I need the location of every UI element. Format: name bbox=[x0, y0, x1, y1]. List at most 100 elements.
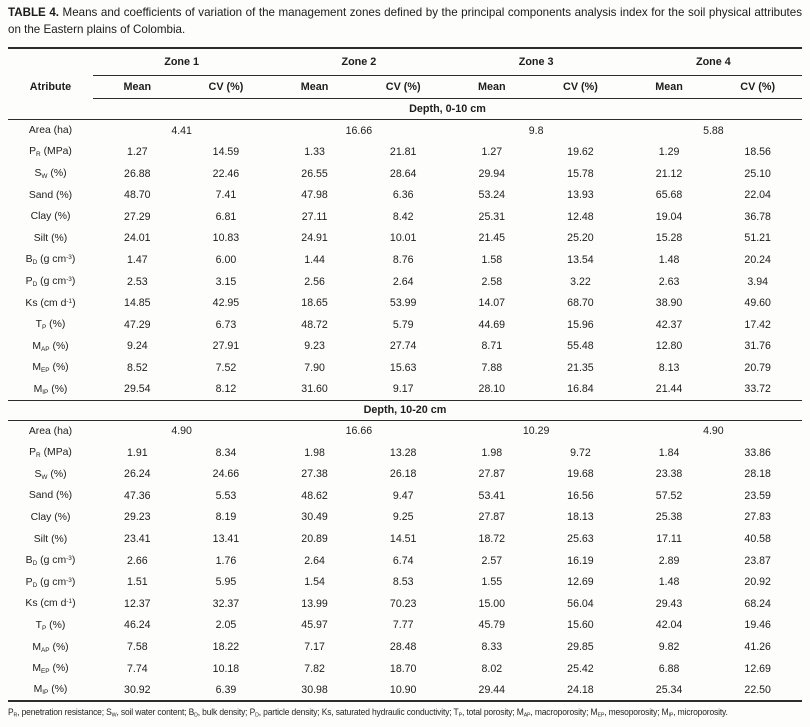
table-row: Clay (%) 29.23 8.19 30.49 9.25 27.87 18.13 25.3… bbox=[8, 507, 802, 529]
cell-value: 1.98 bbox=[481, 446, 503, 459]
cell-value: 28.64 bbox=[389, 167, 417, 180]
attribute-label: Ks (cm d-1) bbox=[25, 598, 76, 610]
cell-value: 15.28 bbox=[655, 232, 683, 245]
cell-value: 5.95 bbox=[215, 576, 237, 589]
area-value: 4.90 bbox=[171, 425, 192, 438]
cell-value: 47.36 bbox=[124, 489, 151, 502]
cell-value: 14.07 bbox=[478, 297, 506, 310]
cell-value: 9.82 bbox=[658, 641, 680, 654]
data-table: Zone 1 Zone 2 Zone 3 Zone 4 Atribute Mea… bbox=[8, 47, 802, 703]
area-value: 4.41 bbox=[171, 124, 192, 137]
table-row: TP (%) 47.29 6.73 48.72 5.79 44.69 15.96 42.37 1… bbox=[8, 314, 802, 336]
cell-value: 1.33 bbox=[304, 145, 325, 158]
cell-value: 18.72 bbox=[478, 533, 506, 546]
cell-value: 18.13 bbox=[567, 511, 594, 524]
cell-value: 33.72 bbox=[713, 378, 802, 401]
cell-value: 20.89 bbox=[301, 533, 328, 546]
cell-value: 47.29 bbox=[124, 318, 151, 331]
table-row: SW (%) 26.24 24.66 27.38 26.18 27.87 19.68 23.3… bbox=[8, 464, 802, 486]
cell-value: 48.72 bbox=[301, 318, 328, 331]
table-row: MIP (%) 30.92 6.39 30.98 10.90 29.44 24.18 25.3… bbox=[8, 679, 802, 701]
cell-value: 24.01 bbox=[124, 232, 151, 245]
cell-value: 16.19 bbox=[567, 554, 594, 567]
cell-value: 25.31 bbox=[478, 210, 506, 223]
cell-value: 3.22 bbox=[570, 275, 591, 288]
cell-value: 25.38 bbox=[655, 511, 683, 524]
cell-value: 6.74 bbox=[392, 554, 414, 567]
cell-value: 8.19 bbox=[215, 511, 237, 524]
table-row: Ks (cm d-1) 12.37 32.37 13.99 70.23 15.00 56.0… bbox=[8, 593, 802, 615]
attribute-label: BD (g cm-3) bbox=[25, 555, 76, 568]
attribute-label: MAP (%) bbox=[32, 641, 69, 654]
attribute-column-header: Atribute bbox=[29, 80, 72, 93]
cell-value: 22.04 bbox=[744, 189, 771, 202]
cell-value: 8.33 bbox=[481, 641, 503, 654]
cell-value: 6.73 bbox=[215, 318, 237, 331]
cell-value: 2.05 bbox=[215, 619, 237, 632]
table-footnote: PR, penetration resistance; SW, soil wat… bbox=[8, 707, 728, 719]
cell-value: 15.63 bbox=[389, 361, 417, 374]
cell-value: 18.56 bbox=[744, 145, 771, 158]
cell-value: 28.18 bbox=[744, 468, 771, 481]
cell-value: 29.23 bbox=[124, 511, 151, 524]
column-header-row: Atribute Mean CV (%) Mean CV (%) Mean CV… bbox=[8, 75, 802, 99]
table-row-area: Area (ha) 4.90 16.66 10.29 4.90 bbox=[8, 420, 802, 442]
cell-value: 15.78 bbox=[567, 167, 594, 180]
cell-value: 21.81 bbox=[389, 145, 417, 158]
cell-value: 23.59 bbox=[744, 489, 771, 502]
cell-value: 22.46 bbox=[212, 167, 240, 180]
cell-value: 51.21 bbox=[744, 232, 771, 245]
cell-value: 45.79 bbox=[478, 619, 506, 632]
cell-value: 1.98 bbox=[304, 446, 325, 459]
cell-value: 24.91 bbox=[301, 232, 328, 245]
attribute-label: Sand (%) bbox=[28, 189, 73, 201]
table-caption-label: TABLE 4. bbox=[8, 6, 59, 19]
attribute-label: Clay (%) bbox=[30, 211, 71, 223]
attribute-label: MIP (%) bbox=[8, 378, 93, 401]
cell-value: 9.24 bbox=[127, 340, 148, 353]
zone-header-row: Zone 1 Zone 2 Zone 3 Zone 4 bbox=[8, 48, 802, 76]
cell-value: 1.44 bbox=[304, 253, 325, 266]
cell-value: 7.41 bbox=[215, 189, 237, 202]
cell-value: 13.28 bbox=[389, 446, 417, 459]
cell-value: 12.69 bbox=[744, 662, 771, 675]
cell-value: 6.81 bbox=[215, 210, 237, 223]
cell-value: 49.60 bbox=[744, 297, 771, 310]
cell-value: 7.74 bbox=[127, 662, 148, 675]
cell-value: 7.77 bbox=[392, 619, 414, 632]
table-row: Silt (%) 23.41 13.41 20.89 14.51 18.72 25.63 17… bbox=[8, 528, 802, 550]
cell-value: 25.20 bbox=[567, 232, 594, 245]
table-row: MEP (%) 7.74 10.18 7.82 18.70 8.02 25.42 6.88 12… bbox=[8, 658, 802, 680]
table-row: PD (g cm-3) 1.51 5.95 1.54 8.53 1.55 12.69 1.48… bbox=[8, 571, 802, 593]
cell-value: 9.25 bbox=[392, 511, 414, 524]
cell-value: 30.92 bbox=[124, 683, 151, 696]
cell-value: 27.91 bbox=[212, 340, 240, 353]
cell-value: 40.58 bbox=[744, 533, 771, 546]
cell-value: 29.44 bbox=[478, 683, 506, 696]
cell-value: 7.17 bbox=[304, 641, 325, 654]
cell-value: 8.42 bbox=[392, 210, 414, 223]
attribute-label: PD (g cm-3) bbox=[25, 576, 76, 589]
cell-value: 20.92 bbox=[744, 576, 771, 589]
cell-value: 1.29 bbox=[658, 145, 680, 158]
cell-value: 2.58 bbox=[481, 275, 503, 288]
cell-value: 14.51 bbox=[389, 533, 417, 546]
cell-value: 8.53 bbox=[392, 576, 414, 589]
cell-value: 27.87 bbox=[478, 511, 506, 524]
table-row: BD (g cm-3) 1.47 6.00 1.44 8.76 1.58 13.54 1.48… bbox=[8, 249, 802, 271]
cell-value: 42.37 bbox=[655, 318, 683, 331]
attribute-label: MEP (%) bbox=[32, 663, 69, 676]
cell-value: 9.17 bbox=[358, 378, 448, 401]
cell-value: 18.65 bbox=[301, 297, 328, 310]
table-row: MEP (%) 8.52 7.52 7.90 15.63 7.88 21.35 8.13 20.… bbox=[8, 357, 802, 379]
cell-value: 25.42 bbox=[567, 662, 594, 675]
cell-value: 7.88 bbox=[481, 361, 503, 374]
cell-value: 29.85 bbox=[567, 641, 594, 654]
table-caption-text: Means and coefficients of variation of t… bbox=[8, 6, 803, 36]
cell-value: 1.58 bbox=[481, 253, 503, 266]
cell-value: 2.64 bbox=[304, 554, 325, 567]
cell-value: 1.27 bbox=[481, 145, 503, 158]
cell-value: 19.68 bbox=[567, 468, 594, 481]
attribute-label: Area (ha) bbox=[28, 125, 73, 137]
mean-column-header: Mean bbox=[270, 75, 359, 99]
